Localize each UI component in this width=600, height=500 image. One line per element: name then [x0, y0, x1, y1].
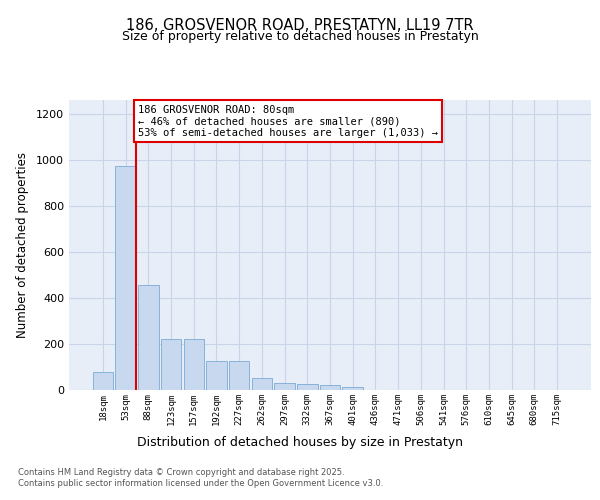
- Bar: [274, 383, 295, 390]
- Bar: [161, 340, 181, 390]
- Bar: [343, 386, 363, 390]
- Text: Distribution of detached houses by size in Prestatyn: Distribution of detached houses by size …: [137, 436, 463, 449]
- Y-axis label: Number of detached properties: Number of detached properties: [16, 152, 29, 338]
- Text: Contains HM Land Registry data © Crown copyright and database right 2025.
Contai: Contains HM Land Registry data © Crown c…: [18, 468, 383, 487]
- Text: 186 GROSVENOR ROAD: 80sqm
← 46% of detached houses are smaller (890)
53% of semi: 186 GROSVENOR ROAD: 80sqm ← 46% of detac…: [138, 104, 438, 138]
- Bar: [93, 372, 113, 390]
- Bar: [229, 361, 250, 390]
- Bar: [138, 286, 158, 390]
- Bar: [184, 340, 204, 390]
- Bar: [206, 361, 227, 390]
- Text: 186, GROSVENOR ROAD, PRESTATYN, LL19 7TR: 186, GROSVENOR ROAD, PRESTATYN, LL19 7TR: [126, 18, 474, 32]
- Bar: [297, 384, 317, 390]
- Bar: [320, 385, 340, 390]
- Text: Size of property relative to detached houses in Prestatyn: Size of property relative to detached ho…: [122, 30, 478, 43]
- Bar: [115, 166, 136, 390]
- Bar: [251, 378, 272, 390]
